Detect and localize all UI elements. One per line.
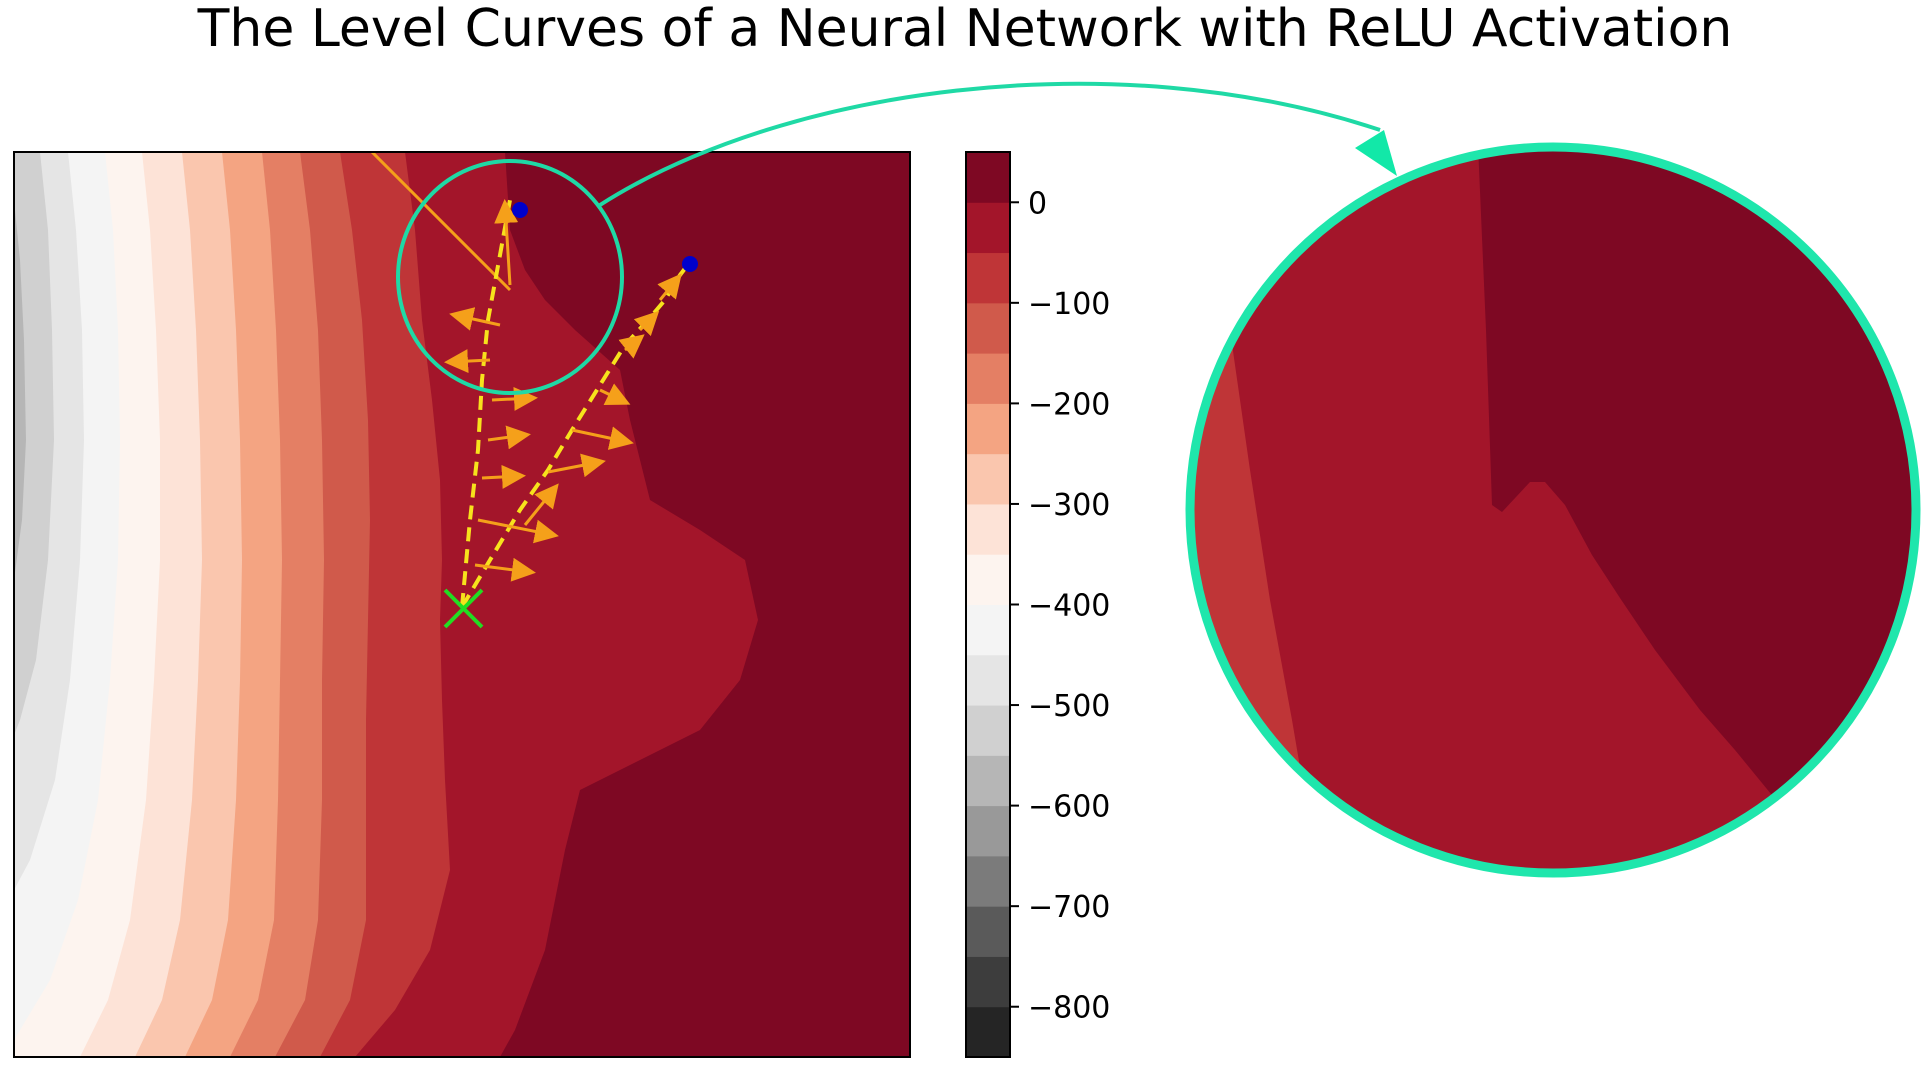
colorbar-tick-label: −600 (1028, 790, 1110, 825)
gradient-arrow (657, 273, 682, 301)
colorbar-band (966, 353, 1010, 404)
gradient-line (370, 152, 512, 292)
colorbar-tick-label: −400 (1028, 589, 1110, 624)
colorbar-tick-label: −700 (1028, 890, 1110, 925)
colorbar-band (966, 604, 1010, 656)
gradient-arrows (444, 199, 682, 582)
x-marker (443, 588, 484, 629)
colorbar-tick-label: −300 (1028, 488, 1110, 523)
contour-band (14, 152, 54, 735)
zoom-inset-border (1185, 142, 1921, 878)
contour-band (1190, 147, 1780, 873)
colorbar-band (966, 202, 1010, 254)
dot-marker (512, 202, 528, 218)
gradient-arrow (494, 199, 519, 286)
chart-title: The Level Curves of a Neural Network wit… (197, 0, 1733, 59)
colorbar-tick-label: −100 (1028, 287, 1110, 322)
gradient-arrow (491, 386, 538, 411)
colorbar-band (966, 503, 1010, 555)
gradient-arrow (571, 426, 634, 450)
gradient-arrow (487, 425, 531, 450)
gradient-arrow (547, 453, 606, 478)
colorbar-tick-label: −500 (1028, 689, 1110, 724)
colorbar-band (966, 654, 1010, 706)
gradient-arrow (481, 464, 526, 489)
dot-marker (682, 256, 698, 272)
colorbar-band (966, 855, 1010, 907)
colorbar-band (966, 252, 1010, 304)
colorbar-band (966, 755, 1010, 807)
contour-band (14, 200, 26, 580)
zoom-connector-head (1355, 130, 1397, 176)
contour-plot (14, 152, 910, 1057)
gradient-arrow (477, 518, 559, 544)
gradient-arrow (523, 483, 559, 526)
gradient-arrow (474, 557, 536, 582)
colorbar-band (966, 554, 1010, 605)
gradient-arrow (449, 307, 501, 331)
plot-frame (13, 151, 911, 1058)
colorbar-tick-label: −200 (1028, 387, 1110, 422)
colorbar-tick-label: 0 (1028, 186, 1047, 221)
gradient-arrow (618, 334, 645, 359)
gradient-arrow (444, 349, 491, 374)
highlight-circle (396, 159, 624, 395)
gradient-arrow (633, 310, 660, 337)
colorbar: 0 −100 −200 −300 −400 −500 −600 −700 −800 (965, 151, 1110, 1058)
colorbar-band (966, 302, 1010, 354)
colorbar-band (966, 805, 1010, 857)
gradient-arrow (599, 383, 631, 406)
colorbar-band (966, 403, 1010, 455)
colorbar-band (966, 956, 1010, 1008)
colorbar-band (966, 705, 1010, 756)
colorbar-band (966, 906, 1010, 957)
colorbar-band (966, 453, 1010, 505)
colorbar-tick-label: −800 (1028, 991, 1110, 1026)
colorbar-band (966, 1006, 1010, 1058)
colorbar-band (966, 152, 1010, 203)
zoom-connector (598, 81, 1381, 207)
